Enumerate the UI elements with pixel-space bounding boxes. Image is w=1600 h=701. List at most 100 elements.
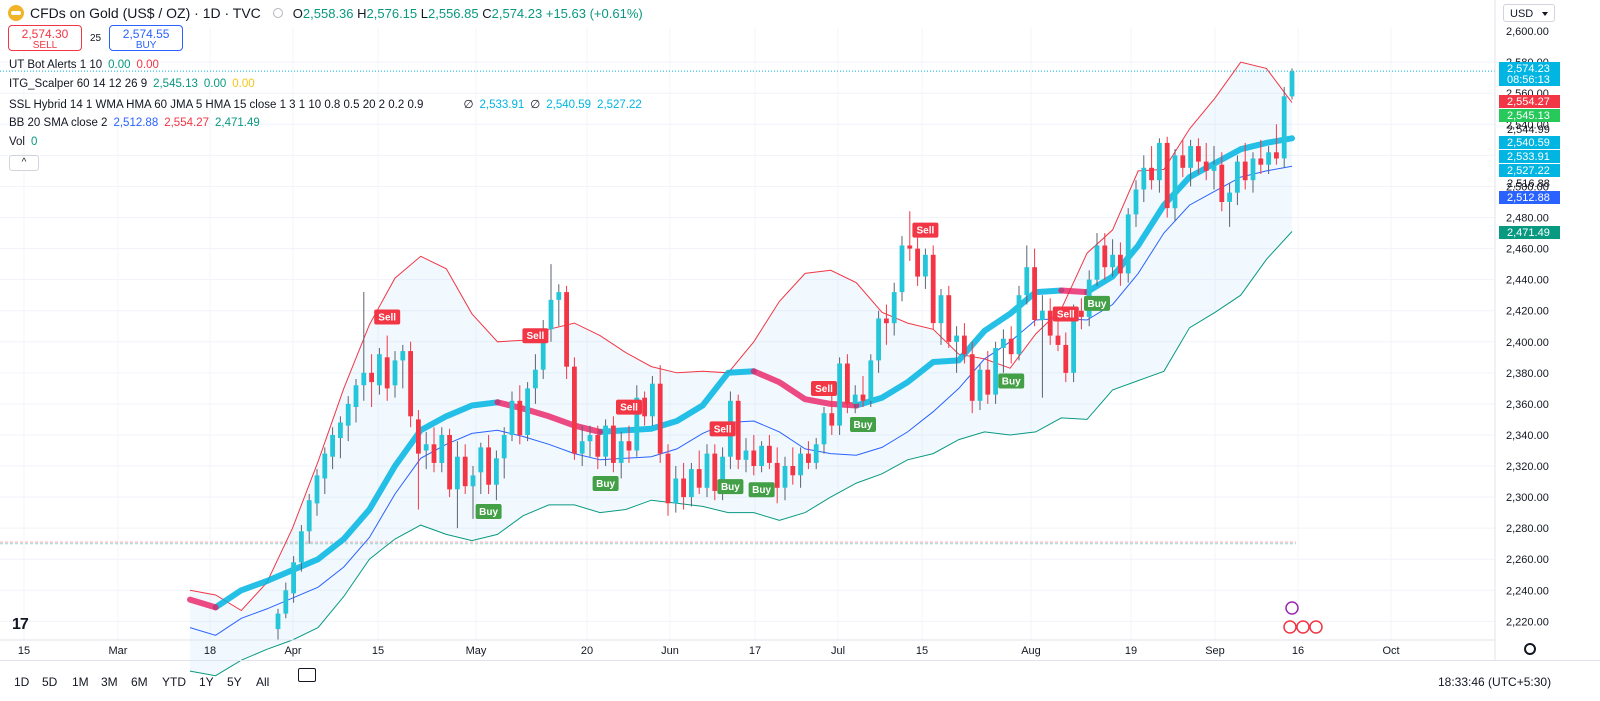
candle (977, 363, 983, 411)
buy-tag (1084, 295, 1110, 311)
candle-body (1250, 158, 1256, 181)
candle (548, 264, 554, 342)
candle-body (330, 435, 335, 457)
candle (384, 335, 390, 401)
price-scale-label: 2,527.22 (1499, 164, 1560, 177)
indicator-row[interactable]: BB 20 SMA close 2 2,512.88 2,554.27 2,471.4… (9, 117, 260, 129)
price-scale-label: 2,512.88 (1499, 191, 1560, 204)
candle (1032, 248, 1037, 327)
tradingview-logo[interactable]: 17 (12, 616, 29, 633)
sell-button[interactable]: 2,574.30 SELL (8, 25, 82, 51)
clock-readout[interactable]: 18:33:46 (UTC+5:30) (1438, 675, 1552, 689)
indicator-name: Vol (9, 136, 25, 148)
indicator-value: 0.00 (232, 78, 255, 90)
currency-select[interactable]: USD (1503, 4, 1555, 22)
candle-body (338, 422, 343, 438)
candle-body (533, 369, 538, 389)
candle (1016, 285, 1022, 361)
candle (813, 438, 819, 470)
buy-signal: Buy (998, 373, 1025, 389)
buy-button[interactable]: 2,574.55 BUY (109, 25, 184, 51)
settings-icon[interactable] (1524, 643, 1536, 655)
timeframe-1y[interactable]: 1Y (199, 675, 214, 689)
signal-label: Sell (815, 384, 833, 395)
candle-body (657, 383, 663, 454)
candle-body (735, 400, 741, 460)
collapse-legend-button[interactable]: ^ (9, 155, 39, 171)
candle-body (1281, 96, 1287, 159)
candle (930, 245, 936, 330)
indicator-row[interactable]: UT Bot Alerts 1 10 0.00 0.00 (9, 59, 159, 71)
candle-body (626, 441, 632, 451)
timeframe-all[interactable]: All (256, 675, 270, 689)
candle-body (1141, 167, 1147, 190)
candle-body (696, 469, 702, 488)
candle (1289, 68, 1295, 100)
candle (626, 425, 632, 463)
candle-body (384, 357, 390, 389)
candle-body (689, 469, 694, 498)
candle (938, 288, 944, 345)
candle-body (299, 531, 304, 563)
calendar-icon[interactable] (298, 668, 316, 682)
candle-body (993, 348, 998, 395)
timeframe-ytd[interactable]: YTD (162, 675, 186, 689)
x-tick-label: Jul (831, 645, 845, 657)
candle-body (1016, 295, 1022, 355)
candle (611, 416, 616, 473)
indicator-row[interactable]: SSL Hybrid 14 1 WMA HMA 60 JMA 5 HMA 15 … (9, 97, 642, 111)
candle (1047, 298, 1053, 345)
bottom-toolbar (0, 660, 1600, 701)
signal-label: Buy (752, 485, 771, 496)
candle (907, 211, 913, 261)
candle-body (392, 360, 398, 386)
country-flag-icon (1309, 620, 1323, 634)
indicator-value: 2,554.27 (164, 117, 209, 129)
y-tick-label: 2,400.00 (1506, 337, 1549, 349)
candle-body (314, 475, 320, 504)
signal-label: Buy (854, 420, 873, 431)
timeframe-5y[interactable]: 5Y (227, 675, 242, 689)
symbol-title[interactable]: CFDs on Gold (US$ / OZ) · 1D · TVC (30, 5, 261, 21)
indicator-name: ITG_Scalper 60 14 12 26 9 (9, 78, 148, 90)
timeframe-3m[interactable]: 3M (101, 675, 118, 689)
candle-body (821, 413, 827, 445)
candle-body (1094, 245, 1100, 280)
candle (962, 323, 967, 364)
timeframe-5d[interactable]: 5D (42, 675, 58, 689)
signal-label: Buy (596, 479, 615, 490)
candle-body (595, 435, 601, 457)
indicator-value: 2,512.88 (113, 117, 159, 129)
indicator-value: 0 (31, 136, 38, 148)
timeframe-1m[interactable]: 1M (72, 675, 89, 689)
candle (767, 434, 772, 470)
candle-body (915, 248, 920, 277)
candle-body (400, 351, 406, 361)
indicator-row[interactable]: ITG_Scalper 60 14 12 26 9 2,545.13 0.00 0.0… (9, 78, 255, 90)
candle (455, 441, 460, 529)
candle-body (876, 318, 881, 361)
sell-signal: Sell (811, 381, 837, 397)
market-status-icon[interactable] (272, 8, 283, 18)
candle (377, 347, 382, 395)
candle (462, 444, 468, 494)
candle (1024, 245, 1030, 305)
signal-label: Sell (917, 226, 935, 237)
candle-body (369, 372, 374, 383)
candle-body (556, 292, 562, 300)
candle (681, 462, 686, 510)
candle-body (1203, 161, 1209, 171)
candle (993, 341, 998, 404)
indicator-value: 0.00 (203, 78, 227, 90)
indicator-value: 2,533.91 (479, 99, 525, 111)
price-scale-label: 2,554.27 (1499, 95, 1560, 108)
x-tick-label: Jun (661, 645, 679, 657)
timeframe-1d[interactable]: 1D (14, 675, 30, 689)
candle (517, 385, 523, 445)
country-flag-icon (1283, 620, 1297, 634)
indicator-row[interactable]: Vol 0 (9, 136, 37, 148)
price-scale-label: 2,516.88 (1507, 178, 1550, 190)
timeframe-6m[interactable]: 6M (131, 675, 148, 689)
